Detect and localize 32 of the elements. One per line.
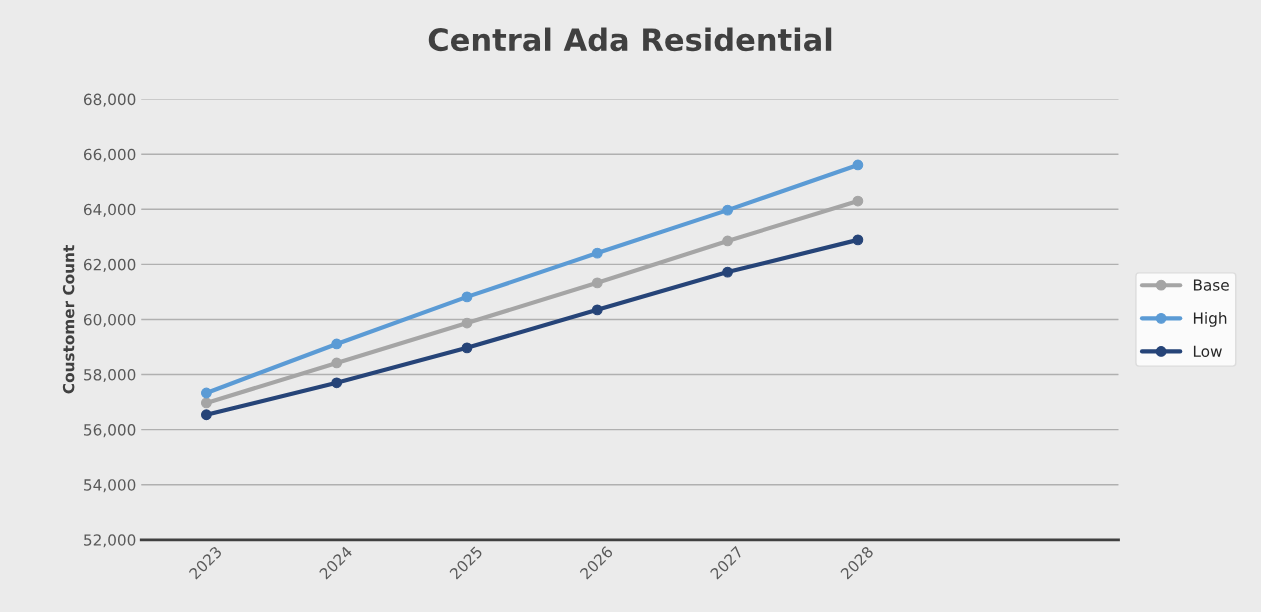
y-tick-label: 62,000 xyxy=(83,258,136,272)
point xyxy=(331,377,343,389)
point xyxy=(331,338,343,350)
legend-label: High xyxy=(1193,312,1227,327)
point xyxy=(461,342,473,354)
y-tick-label: 60,000 xyxy=(83,313,136,328)
point xyxy=(201,409,212,421)
y-tick-label: 56,000 xyxy=(84,424,136,438)
point xyxy=(461,317,473,329)
point xyxy=(722,204,733,216)
point xyxy=(331,357,343,369)
point xyxy=(591,304,603,316)
point xyxy=(722,266,733,278)
legend-label: Base xyxy=(1193,279,1229,291)
chart-title: Central Ada Residential xyxy=(428,27,832,52)
y-tick-label: 66,000 xyxy=(83,148,136,162)
y-tick-label: 58,000 xyxy=(84,369,136,383)
point xyxy=(591,277,603,289)
y-axis-title: Coustomer Count xyxy=(62,245,75,394)
legend-label: Low xyxy=(1193,345,1222,358)
point xyxy=(201,397,212,409)
point xyxy=(201,387,212,399)
point xyxy=(722,235,733,247)
point xyxy=(591,247,603,259)
y-tick-label: 52,000 xyxy=(84,534,136,548)
point xyxy=(852,234,864,246)
point xyxy=(852,195,864,207)
point xyxy=(461,291,473,303)
y-tick-label: 54,000 xyxy=(84,479,136,493)
point xyxy=(852,159,864,171)
y-tick-label: 64,000 xyxy=(83,203,136,217)
y-tick-label: 68,000 xyxy=(83,93,136,107)
